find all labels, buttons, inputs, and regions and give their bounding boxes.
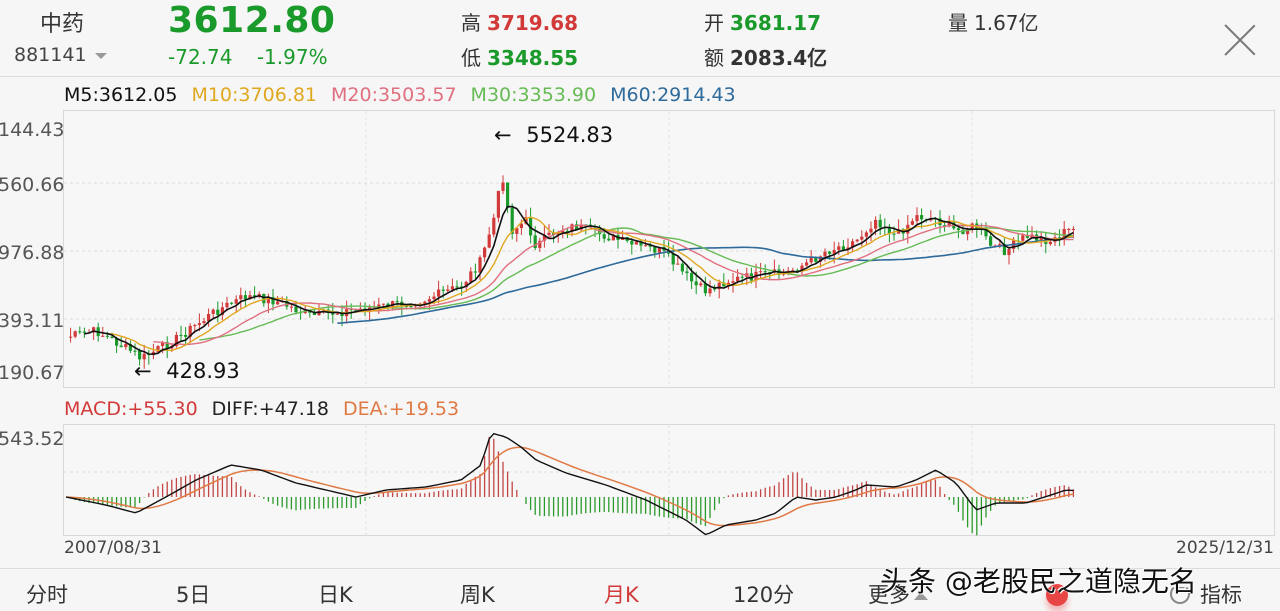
stock-name: 中药 <box>40 12 85 37</box>
ma60-label: M60:2914.43 <box>610 84 736 106</box>
macd-canvas <box>64 425 1276 537</box>
tab-more[interactable]: 更多 <box>868 579 928 609</box>
stock-code: 881141 <box>14 44 87 66</box>
high-label: 高 <box>461 11 481 35</box>
low-value: 3348.55 <box>487 46 579 70</box>
ma20-label: M20:3503.57 <box>331 84 457 106</box>
low-annotation-value: 428.93 <box>166 359 240 383</box>
macd-chart[interactable] <box>63 424 1276 537</box>
indicator-settings-icon[interactable] <box>1170 583 1190 604</box>
start-date: 2007/08/31 <box>64 538 162 558</box>
kline-canvas <box>64 111 1276 389</box>
low-annotation: ← 428.93 <box>134 359 240 383</box>
amount-value: 2083.4亿 <box>730 46 828 70</box>
y-axis-label: 560.66 <box>0 174 65 196</box>
high-annotation-value: 5524.83 <box>526 123 614 147</box>
change-value: -72.74 <box>168 45 233 69</box>
high-stat: 高 3719.68 <box>461 7 578 36</box>
tab-intraday[interactable]: 分时 <box>26 583 68 607</box>
tab-monthly-k[interactable]: 月K <box>604 583 639 607</box>
low-stat: 低 3348.55 <box>461 42 578 71</box>
arrow-left-icon: ← <box>494 123 512 147</box>
floating-record-button[interactable] <box>1046 584 1068 606</box>
y-axis-label: 144.43 <box>0 119 65 141</box>
end-date: 2025/12/31 <box>1176 538 1274 558</box>
open-stat: 开 3681.17 <box>704 7 821 36</box>
stock-code-selector[interactable]: 881141 <box>14 44 107 66</box>
period-tabbar: 分时 5日 日K 周K 月K 120分 更多 指标 <box>0 568 1280 611</box>
volume-value: 1.67亿 <box>974 11 1039 35</box>
ma30-label: M30:3353.90 <box>470 84 597 106</box>
volume-stat: 量 1.67亿 <box>948 7 1039 36</box>
tab-indicators[interactable]: 指标 <box>1200 583 1242 607</box>
quote-header: 中药 881141 3612.80 -72.74 -1.97% 高 3719.68… <box>0 0 1280 77</box>
tab-weekly-k[interactable]: 周K <box>460 583 495 607</box>
caret-up-icon <box>914 592 928 600</box>
y-axis-label: 976.88 <box>0 242 65 264</box>
dropdown-caret-icon <box>94 53 107 59</box>
ma10-label: M10:3706.81 <box>191 84 317 106</box>
y-axis-label: 190.67 <box>0 362 65 384</box>
price-change: -72.74 -1.97% <box>168 45 328 69</box>
dea-value: DEA:+19.53 <box>343 398 460 420</box>
change-percent: -1.97% <box>256 45 328 69</box>
ma5-label: M5:3612.05 <box>64 84 178 106</box>
kline-chart[interactable]: ← 5524.83 ← 428.93 <box>63 110 1276 389</box>
tab-120min[interactable]: 120分 <box>733 583 795 607</box>
tab-5day[interactable]: 5日 <box>176 583 211 607</box>
high-value: 3719.68 <box>487 11 579 35</box>
watermark: 头条 @老股民之道隐无名 <box>880 565 1197 598</box>
macd-value: MACD:+55.30 <box>64 398 198 420</box>
ma-legend: M5:3612.05 M10:3706.81 M20:3503.57 M30:3… <box>64 84 736 106</box>
macd-y-axis-label: 543.52 <box>0 428 65 450</box>
amount-stat: 额 2083.4亿 <box>704 42 827 71</box>
y-axis-label: 393.11 <box>0 310 65 332</box>
tab-more-label: 更多 <box>868 583 910 607</box>
volume-label: 量 <box>948 11 968 35</box>
amount-label: 额 <box>704 46 724 70</box>
last-price: 3612.80 <box>168 0 336 41</box>
open-value: 3681.17 <box>730 11 822 35</box>
arrow-left-icon: ← <box>134 359 152 383</box>
diff-value: DIFF:+47.18 <box>211 398 330 420</box>
low-label: 低 <box>461 46 481 70</box>
high-annotation: ← 5524.83 <box>494 123 613 147</box>
tab-daily-k[interactable]: 日K <box>318 583 353 607</box>
macd-legend: MACD:+55.30 DIFF:+47.18 DEA:+19.53 <box>64 398 459 420</box>
close-icon[interactable] <box>1222 22 1258 58</box>
open-label: 开 <box>704 11 724 35</box>
